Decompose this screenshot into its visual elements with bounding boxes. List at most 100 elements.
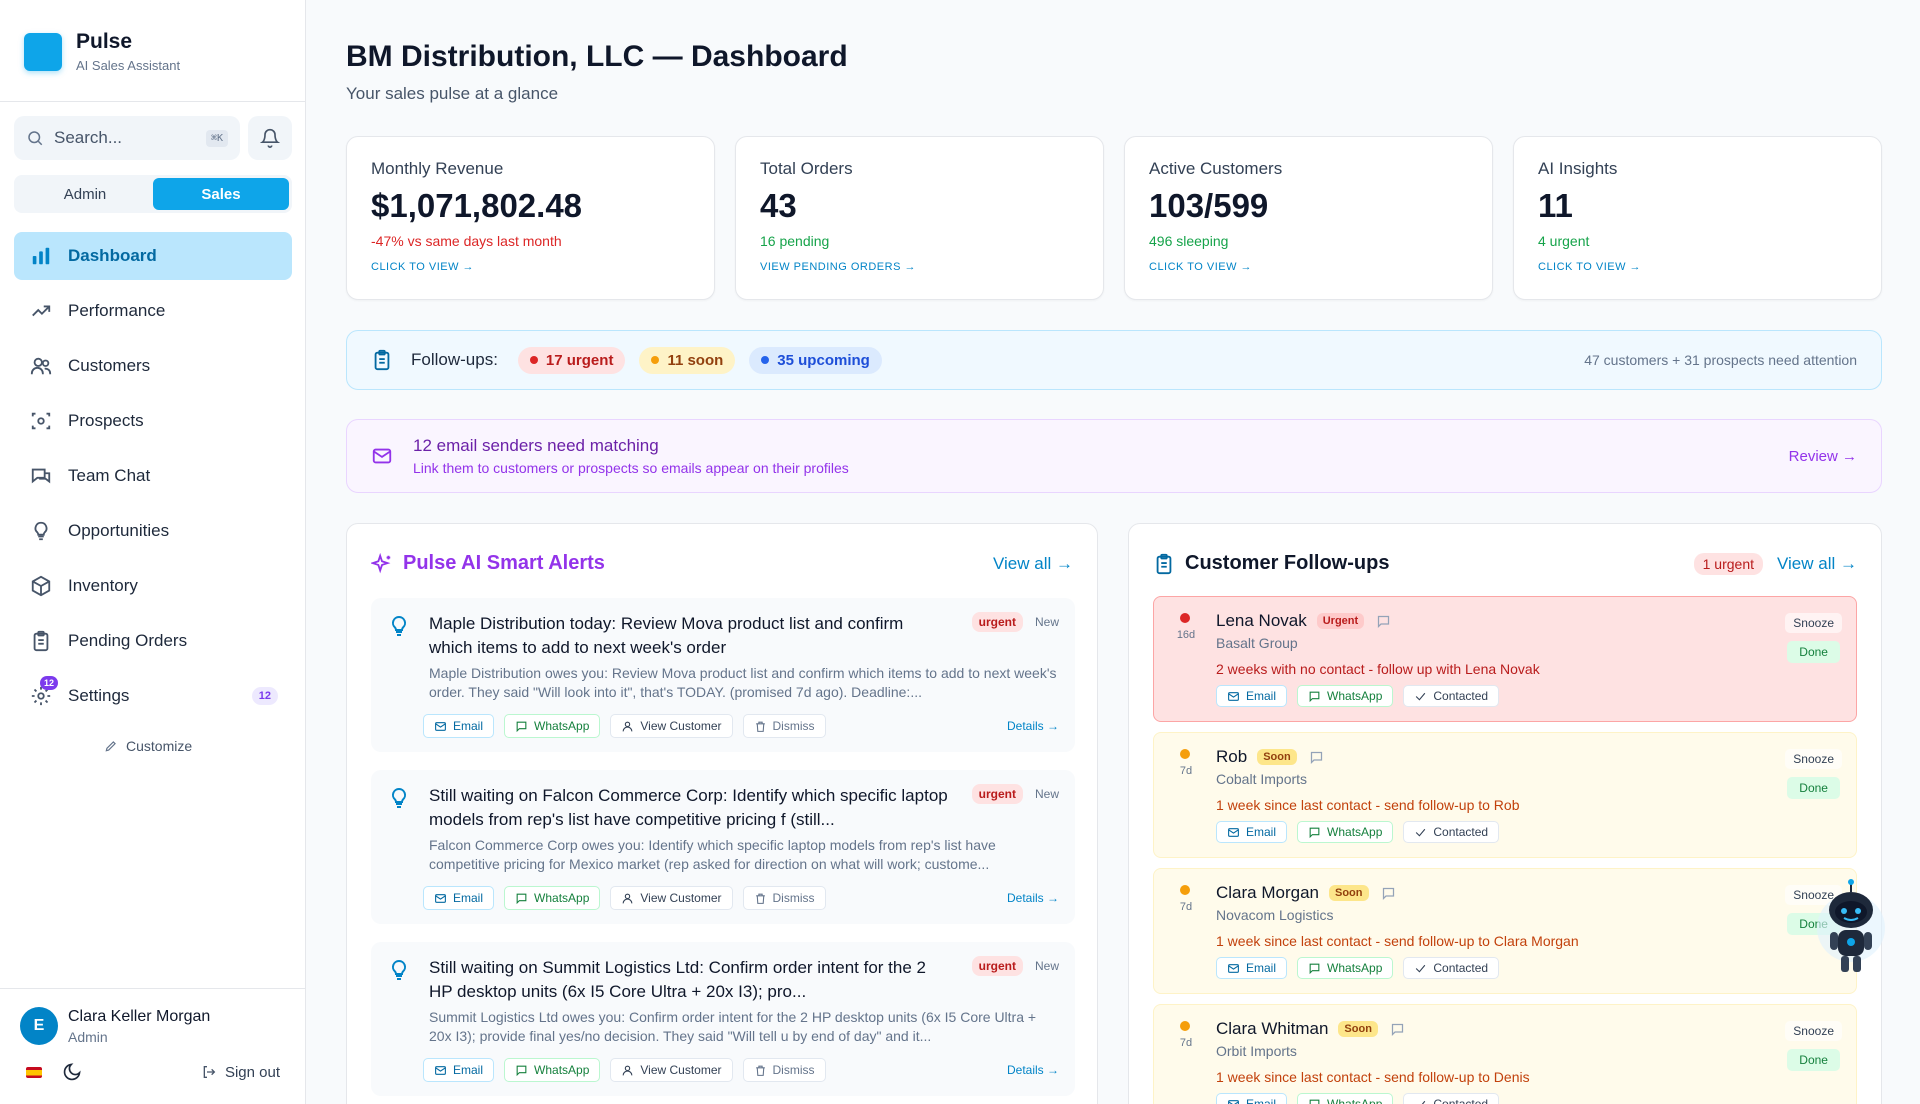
- contacted-label: Contacted: [1433, 1097, 1489, 1104]
- followups-title: Customer Follow-ups: [1185, 552, 1390, 574]
- role-admin-button[interactable]: Admin: [63, 185, 107, 203]
- page-subtitle: Your sales pulse at a glance: [346, 84, 559, 103]
- contacted-button[interactable]: Contacted: [1403, 1093, 1500, 1104]
- sidebar-item-dashboard[interactable]: Dashboard: [14, 232, 292, 280]
- dismiss-button[interactable]: Dismiss: [742, 714, 826, 738]
- stat-link[interactable]: VIEW PENDING ORDERS →: [760, 261, 916, 273]
- lightbulb-icon: [34, 521, 48, 541]
- comment-icon[interactable]: [1381, 886, 1396, 901]
- done-button[interactable]: Done: [1787, 641, 1840, 663]
- review-link[interactable]: Review →: [1788, 447, 1857, 465]
- message-icon: [1309, 1099, 1320, 1104]
- done-button[interactable]: Done: [1787, 777, 1840, 799]
- search-input[interactable]: Search... ⌘K: [14, 116, 240, 160]
- snooze-button[interactable]: Snooze: [1785, 749, 1842, 769]
- snooze-button[interactable]: Snooze: [1785, 885, 1842, 905]
- comment-icon[interactable]: [1390, 1022, 1405, 1037]
- smart-alerts-title: Pulse AI Smart Alerts: [403, 552, 605, 574]
- alerts-view-all-link[interactable]: View all →: [993, 553, 1073, 573]
- sidebar-item-opportunities[interactable]: Opportunities: [14, 507, 292, 555]
- message-icon: [1309, 691, 1320, 702]
- followup-card[interactable]: 7d Clara Whitman Soon Orbit Imports 1 we…: [1153, 1004, 1857, 1104]
- stat-link[interactable]: CLICK TO VIEW →: [1538, 261, 1642, 273]
- alert-description: Maple Distribution owes you: Review Mova…: [429, 665, 1057, 700]
- view-customer-button[interactable]: View Customer: [610, 714, 733, 738]
- followups-summary: 47 customers + 31 prospects need attenti…: [1584, 352, 1857, 368]
- sidebar-item-pending-orders[interactable]: Pending Orders: [14, 617, 292, 665]
- user-icon: [623, 893, 633, 903]
- user-profile[interactable]: E Clara Keller Morgan Admin: [20, 1007, 210, 1045]
- email-button[interactable]: Email: [1216, 821, 1288, 843]
- email-button[interactable]: Email: [1216, 1093, 1288, 1104]
- stat-link[interactable]: CLICK TO VIEW →: [1149, 261, 1253, 273]
- brand[interactable]: Pulse AI Sales Assistant: [24, 30, 180, 73]
- whatsapp-button[interactable]: WhatsApp: [1297, 685, 1394, 707]
- alert-description: Summit Logistics Ltd owes you: Confirm o…: [429, 1009, 1037, 1044]
- details-link[interactable]: Details →: [1006, 1063, 1059, 1077]
- sidebar-nav: Dashboard Performance Customers Prospect…: [14, 232, 292, 727]
- view-customer-button[interactable]: View Customer: [610, 886, 733, 910]
- alert-card[interactable]: Still waiting on Summit Logistics Ltd: C…: [371, 942, 1075, 1096]
- sidebar-item-team-chat[interactable]: Team Chat: [14, 452, 292, 500]
- urgent-pill[interactable]: 17 urgent: [517, 346, 626, 374]
- sidebar-item-customers[interactable]: Customers: [14, 342, 292, 390]
- bar-chart-icon: [32, 247, 50, 265]
- stat-card-active-customers[interactable]: Active Customers 103/599 496 sleeping CL…: [1124, 136, 1493, 300]
- email-button[interactable]: Email: [423, 886, 495, 910]
- stat-card-ai-insights[interactable]: AI Insights 11 4 urgent CLICK TO VIEW →: [1513, 136, 1882, 300]
- whatsapp-button[interactable]: WhatsApp: [504, 714, 601, 738]
- email-label: Email: [453, 1063, 484, 1077]
- sidebar-item-prospects[interactable]: Prospects: [14, 397, 292, 445]
- notifications-button[interactable]: [248, 116, 292, 160]
- dismiss-button[interactable]: Dismiss: [742, 1058, 826, 1082]
- comment-icon[interactable]: [1309, 750, 1324, 765]
- details-link[interactable]: Details →: [1006, 891, 1059, 905]
- whatsapp-label: WhatsApp: [1327, 825, 1383, 839]
- role-sales-button[interactable]: Sales: [153, 178, 289, 210]
- followup-card[interactable]: 7d Clara Morgan Soon Novacom Logistics 1…: [1153, 868, 1857, 994]
- alert-card[interactable]: Maple Distribution today: Review Mova pr…: [371, 598, 1075, 752]
- stat-cards: Monthly Revenue $1,071,802.48 -47% vs sa…: [346, 136, 1882, 300]
- spain-flag-icon[interactable]: [26, 1066, 42, 1078]
- trash-icon: [755, 721, 765, 732]
- whatsapp-button[interactable]: WhatsApp: [1297, 821, 1394, 843]
- sidebar-item-performance[interactable]: Performance: [14, 287, 292, 335]
- whatsapp-button[interactable]: WhatsApp: [504, 886, 601, 910]
- stat-label: Total Orders: [760, 159, 853, 178]
- dismiss-button[interactable]: Dismiss: [742, 886, 826, 910]
- sign-out-button[interactable]: Sign out: [201, 1064, 280, 1081]
- snooze-button[interactable]: Snooze: [1785, 613, 1842, 633]
- followup-card[interactable]: 16d Lena Novak Urgent Basalt Group 2 wee…: [1153, 596, 1857, 722]
- stat-card-monthly-revenue[interactable]: Monthly Revenue $1,071,802.48 -47% vs sa…: [346, 136, 715, 300]
- done-button[interactable]: Done: [1787, 1049, 1840, 1071]
- whatsapp-button[interactable]: WhatsApp: [1297, 957, 1394, 979]
- alert-card[interactable]: Still waiting on Falcon Commerce Corp: I…: [371, 770, 1075, 924]
- customize-button[interactable]: Customize: [104, 738, 192, 754]
- moon-icon[interactable]: [62, 1062, 82, 1082]
- email-button[interactable]: Email: [423, 1058, 495, 1082]
- followup-card[interactable]: 7d Rob Soon Cobalt Imports 1 week since …: [1153, 732, 1857, 858]
- assistant-robot-icon[interactable]: [1816, 876, 1886, 986]
- snooze-button[interactable]: Snooze: [1785, 1021, 1842, 1041]
- whatsapp-button[interactable]: WhatsApp: [1297, 1093, 1394, 1104]
- email-button[interactable]: Email: [1216, 685, 1288, 707]
- view-customer-button[interactable]: View Customer: [610, 1058, 733, 1082]
- upcoming-pill[interactable]: 35 upcoming: [749, 346, 882, 374]
- stat-card-total-orders[interactable]: Total Orders 43 16 pending VIEW PENDING …: [735, 136, 1104, 300]
- soon-pill[interactable]: 11 soon: [639, 346, 736, 374]
- sidebar-item-inventory[interactable]: Inventory: [14, 562, 292, 610]
- contacted-button[interactable]: Contacted: [1403, 821, 1500, 843]
- comment-icon[interactable]: [1376, 614, 1391, 629]
- email-button[interactable]: Email: [1216, 957, 1288, 979]
- contacted-button[interactable]: Contacted: [1403, 957, 1500, 979]
- whatsapp-button[interactable]: WhatsApp: [504, 1058, 601, 1082]
- check-icon: [1416, 964, 1426, 973]
- email-button[interactable]: Email: [423, 714, 495, 738]
- contacted-button[interactable]: Contacted: [1403, 685, 1500, 707]
- stat-link[interactable]: CLICK TO VIEW →: [371, 261, 475, 273]
- app-logo: [24, 32, 62, 71]
- followups-view-all-link[interactable]: View all →: [1777, 553, 1857, 573]
- details-link[interactable]: Details →: [1006, 719, 1059, 733]
- sidebar-item-settings[interactable]: 12 Settings 12: [14, 672, 292, 720]
- stat-sub: 4 urgent: [1538, 233, 1590, 249]
